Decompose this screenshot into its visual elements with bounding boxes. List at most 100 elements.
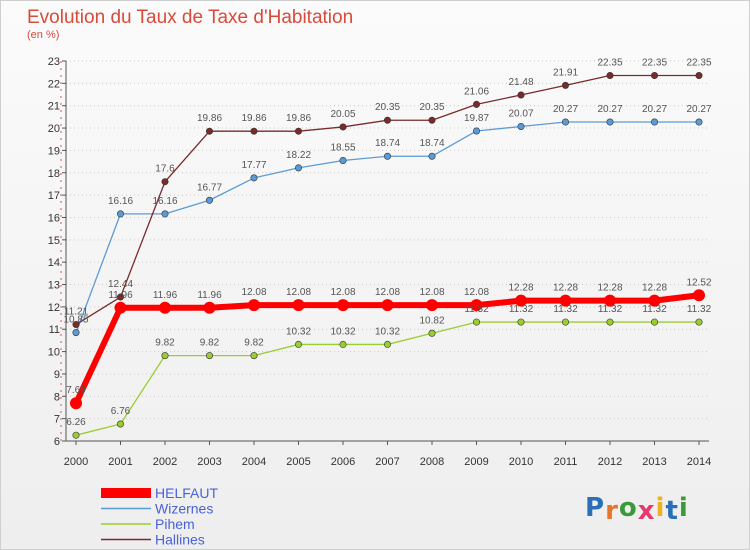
data-point — [650, 72, 658, 80]
data-label: 20.05 — [330, 109, 355, 120]
y-tick-label: 23 — [48, 56, 60, 68]
data-point — [381, 299, 394, 312]
x-tick-label: 2010 — [509, 456, 533, 468]
data-label: 16.16 — [108, 196, 133, 207]
data-point — [650, 118, 658, 126]
data-label: 11.96 — [197, 290, 222, 301]
data-label: 12.08 — [375, 287, 400, 298]
data-label: 16.16 — [152, 196, 177, 207]
data-point — [72, 329, 80, 337]
data-point — [561, 81, 569, 89]
y-axis-unit-label: (en %) — [27, 29, 60, 41]
x-tick-label: 2014 — [687, 456, 711, 468]
x-tick-label: 2009 — [464, 456, 488, 468]
data-label: 19.86 — [241, 113, 266, 124]
data-point — [339, 340, 347, 348]
x-tick-label: 2005 — [286, 456, 310, 468]
data-point — [428, 329, 436, 337]
x-tick-label: 2003 — [197, 456, 221, 468]
data-point — [117, 420, 125, 428]
data-point — [650, 318, 658, 326]
data-label: 22.35 — [686, 58, 711, 69]
data-label: 22.35 — [597, 58, 622, 69]
data-label: 11.21 — [64, 307, 89, 318]
data-label: 9.82 — [155, 338, 175, 349]
data-point — [117, 210, 125, 218]
y-tick-label: 10 — [48, 347, 60, 359]
data-label: 19.86 — [197, 113, 222, 124]
data-point — [250, 127, 258, 135]
proxiti-logo: Proxiti — [585, 493, 689, 526]
data-point — [472, 318, 480, 326]
y-tick-label: 11 — [49, 324, 60, 336]
data-point — [695, 318, 703, 326]
data-point — [72, 321, 80, 329]
legend-label-pihem: Pihem — [155, 516, 195, 532]
chart-title: Evolution du Taux de Taxe d'Habitation — [27, 7, 354, 28]
data-point — [383, 340, 391, 348]
logo-letter: x — [637, 496, 656, 526]
data-point — [206, 352, 214, 360]
data-point — [383, 116, 391, 124]
logo-letter: t — [665, 496, 679, 526]
x-tick-label: 2006 — [331, 456, 355, 468]
data-label: 12.28 — [553, 283, 578, 294]
y-tick-label: 18 — [48, 168, 60, 180]
legend-label-wizernes: Wizernes — [155, 501, 213, 517]
data-point — [161, 210, 169, 218]
data-point — [206, 127, 214, 135]
data-point — [206, 196, 214, 204]
data-label: 12.08 — [419, 287, 444, 298]
x-tick-label: 2004 — [242, 456, 266, 468]
data-point — [472, 127, 480, 135]
x-tick-label: 2012 — [598, 456, 622, 468]
data-label: 17.77 — [241, 160, 266, 171]
y-tick-label: 22 — [48, 78, 60, 90]
data-point — [517, 122, 525, 130]
data-point — [203, 301, 216, 314]
data-point — [426, 299, 438, 312]
data-label: 7.69 — [66, 385, 86, 396]
data-label: 12.28 — [642, 283, 667, 294]
legend-label-hallines: Hallines — [155, 532, 205, 548]
data-point — [292, 299, 305, 312]
y-tick-label: 21 — [48, 101, 60, 113]
data-label: 10.32 — [330, 326, 355, 337]
y-tick-label: 16 — [48, 212, 60, 224]
data-label: 11.96 — [153, 290, 178, 301]
data-point — [250, 174, 258, 182]
data-label: 18.55 — [330, 142, 355, 153]
axes: 6 7 8 9 10 11 12 13 14 15 16 17 18 19 20 21 22 23 2000 2001… — [48, 56, 711, 468]
data-point — [159, 301, 171, 314]
data-label: 9.82 — [244, 338, 264, 349]
data-label: 20.35 — [419, 102, 444, 113]
data-point — [515, 294, 527, 307]
data-label: 11.32 — [598, 304, 623, 315]
x-tick-label: 2011 — [554, 456, 578, 468]
data-point — [428, 116, 436, 124]
y-tick-label: 8 — [54, 391, 60, 403]
data-label: 12.08 — [330, 287, 355, 298]
logo-letter: i — [678, 493, 689, 523]
data-label: 19.87 — [464, 113, 489, 124]
data-point — [70, 397, 82, 410]
data-point — [517, 318, 525, 326]
data-label: 12.28 — [597, 283, 622, 294]
data-point — [517, 91, 525, 99]
x-tick-label: 2013 — [642, 456, 666, 468]
data-point — [294, 127, 302, 135]
logo-letter: r — [605, 496, 619, 526]
data-point — [695, 118, 703, 126]
data-labels: 10.85 16.16 16.16 16.77 17.77 18.22 18.55 18.74… — [63, 58, 711, 429]
data-label: 10.32 — [286, 326, 311, 337]
data-label: 21.91 — [553, 67, 578, 78]
data-point — [428, 152, 436, 160]
data-label: 22.35 — [642, 58, 667, 69]
data-point — [472, 100, 480, 108]
data-label: 11.96 — [108, 290, 133, 301]
data-label: 18.74 — [375, 138, 400, 149]
data-point — [294, 164, 302, 172]
data-label: 20.07 — [508, 108, 533, 119]
data-point — [161, 352, 169, 360]
